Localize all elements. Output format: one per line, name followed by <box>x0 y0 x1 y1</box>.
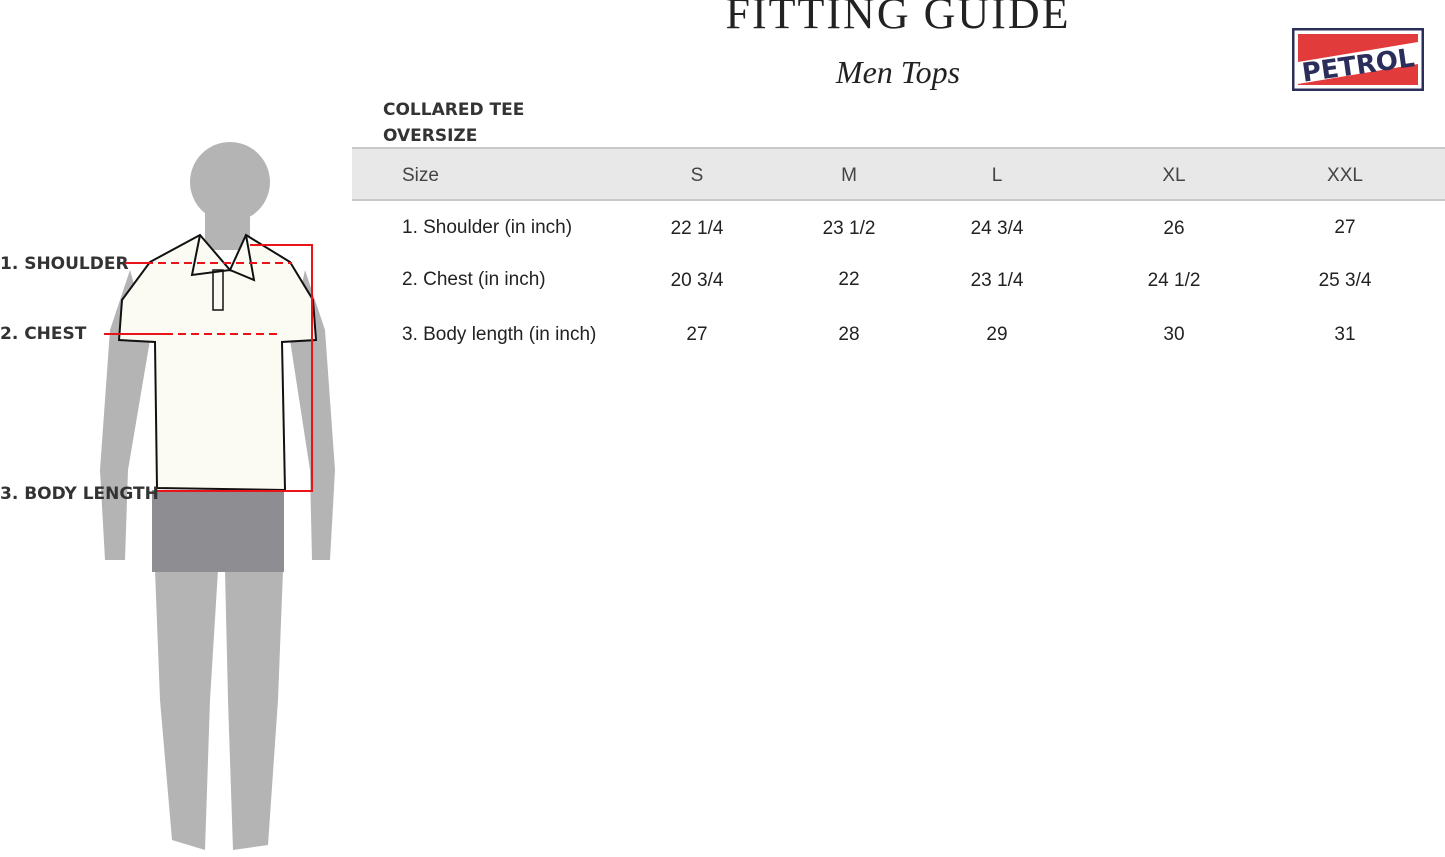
table-cell: 22 <box>838 269 860 290</box>
table-cell: 27 <box>1334 217 1356 238</box>
petrol-logo: PETROL <box>1292 28 1424 91</box>
measure-lines <box>104 244 313 492</box>
header-size-s: S <box>690 165 704 186</box>
product-name: COLLARED TEE OVERSIZE <box>383 97 524 149</box>
page-title: FITTING GUIDE <box>725 0 1071 38</box>
product-line-1: COLLARED TEE <box>383 100 525 120</box>
table-cell: 28 <box>838 324 860 345</box>
table-cell: 20 3/4 <box>670 270 724 291</box>
table-cell: 23 1/2 <box>822 218 876 239</box>
size-table-header: Size S M L XL XXL <box>352 147 1445 201</box>
row-label: 1. Shoulder (in inch) <box>402 217 573 238</box>
row-label: 2. Chest (in inch) <box>402 269 546 290</box>
label-chest: 2. CHEST <box>0 324 87 344</box>
body-silhouette <box>100 142 335 850</box>
table-cell: 24 3/4 <box>970 218 1024 239</box>
table-cell: 23 1/4 <box>970 270 1024 291</box>
table-cell: 27 <box>686 324 708 345</box>
header-size-xxl: XXL <box>1327 165 1363 186</box>
header-size-l: L <box>991 165 1003 186</box>
body-figure <box>100 142 335 850</box>
table-cell: 31 <box>1334 324 1356 345</box>
label-body-length: 3. BODY LENGTH <box>0 484 159 504</box>
page-subtitle: Men Tops <box>835 54 961 90</box>
table-cell: 26 <box>1163 218 1185 239</box>
polo-shirt <box>117 233 318 492</box>
row-label: 3. Body length (in inch) <box>402 324 597 345</box>
product-line-2: OVERSIZE <box>383 126 478 146</box>
table-cell: 25 3/4 <box>1318 270 1372 291</box>
header-size: Size <box>402 165 439 186</box>
table-cell: 30 <box>1163 324 1185 345</box>
shorts <box>152 490 284 572</box>
label-shoulder: 1. SHOULDER <box>0 254 129 274</box>
header-size-xl: XL <box>1162 165 1186 186</box>
table-cell: 24 1/2 <box>1147 270 1201 291</box>
table-cell: 29 <box>986 324 1008 345</box>
table-cell: 22 1/4 <box>670 218 724 239</box>
header-size-m: M <box>841 165 857 186</box>
